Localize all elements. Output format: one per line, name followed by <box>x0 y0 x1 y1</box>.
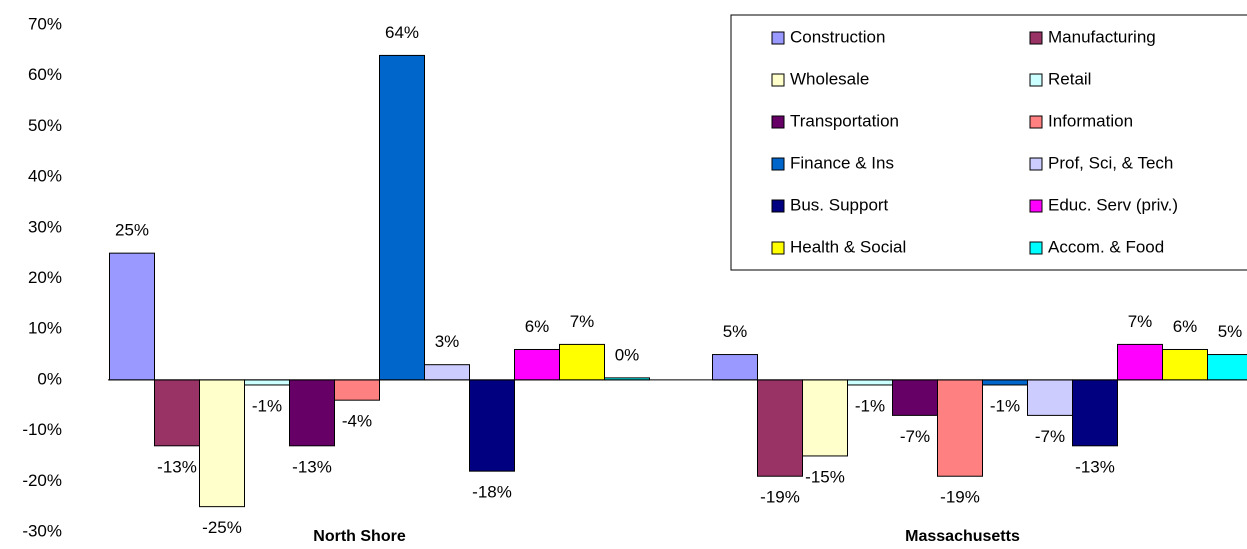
y-tick-label: 10% <box>28 319 62 338</box>
y-tick-label: 20% <box>28 268 62 287</box>
bar <box>1162 348 1208 381</box>
bar <box>424 364 470 381</box>
bar <box>289 379 335 447</box>
legend-label: Manufacturing <box>1048 27 1156 46</box>
bar <box>109 252 155 381</box>
bar <box>982 379 1028 386</box>
data-label: -18% <box>472 483 512 502</box>
data-label: -25% <box>202 518 242 537</box>
bar <box>757 379 803 477</box>
data-label: -15% <box>805 467 845 486</box>
bar <box>937 379 983 477</box>
legend-swatch <box>1029 115 1043 129</box>
legend-label: Prof, Sci, & Tech <box>1048 153 1173 172</box>
bar <box>1117 343 1163 381</box>
data-label: 7% <box>570 312 595 331</box>
data-label: 25% <box>115 221 149 240</box>
data-label: -19% <box>760 488 800 507</box>
legend-swatch <box>771 115 785 129</box>
bar <box>514 348 560 381</box>
bar <box>1072 379 1118 447</box>
data-label: -4% <box>342 412 372 431</box>
data-label: -1% <box>855 396 885 415</box>
legend-label: Educ. Serv (priv.) <box>1048 195 1178 214</box>
y-tick-label: -10% <box>22 420 62 439</box>
legend-swatch <box>771 157 785 171</box>
legend-label: Health & Social <box>790 237 906 256</box>
data-label: 5% <box>1218 322 1243 341</box>
legend-label: Information <box>1048 111 1133 130</box>
legend-swatch <box>1029 241 1043 255</box>
y-tick-label: 0% <box>37 369 62 388</box>
legend-swatch <box>1029 157 1043 171</box>
legend-swatch <box>1029 73 1043 87</box>
y-tick-label: 50% <box>28 116 62 135</box>
bar <box>1027 379 1073 416</box>
data-label: 5% <box>723 322 748 341</box>
legend-label: Wholesale <box>790 69 869 88</box>
data-label: -13% <box>157 457 197 476</box>
bar <box>469 379 515 472</box>
legend-label: Bus. Support <box>790 195 889 214</box>
legend-swatch <box>1029 31 1043 45</box>
legend-swatch <box>1029 199 1043 213</box>
data-label: 0% <box>615 345 640 364</box>
bar <box>892 379 938 416</box>
legend-swatch <box>771 199 785 213</box>
bar <box>199 379 245 508</box>
data-label: 6% <box>525 317 550 336</box>
y-tick-label: 70% <box>28 14 62 33</box>
bar <box>244 379 290 386</box>
data-label: -7% <box>900 427 930 446</box>
legend-label: Transportation <box>790 111 899 130</box>
y-tick-label: 40% <box>28 167 62 186</box>
bar <box>379 54 425 381</box>
legend-label: Retail <box>1048 69 1091 88</box>
legend-swatch <box>771 73 785 87</box>
legend-box <box>730 14 1247 271</box>
bar <box>334 379 380 401</box>
data-label: -13% <box>1075 457 1115 476</box>
legend-swatch <box>771 241 785 255</box>
legend-label: Construction <box>790 27 885 46</box>
data-label: 7% <box>1128 312 1153 331</box>
y-tick-label: 60% <box>28 65 62 84</box>
data-label: -7% <box>1035 427 1065 446</box>
data-label: 64% <box>385 23 419 42</box>
data-label: -1% <box>252 396 282 415</box>
bar <box>154 379 200 447</box>
bar <box>559 343 605 381</box>
bar <box>1207 354 1247 381</box>
data-label: -1% <box>990 396 1020 415</box>
legend-label: Finance & Ins <box>790 153 894 172</box>
bar <box>802 379 848 457</box>
data-label: -19% <box>940 488 980 507</box>
legend-swatch <box>771 31 785 45</box>
bar <box>847 379 893 386</box>
data-label: 3% <box>435 332 460 351</box>
category-label: Massachusetts <box>905 528 1020 545</box>
y-tick-label: -30% <box>22 521 62 540</box>
bar <box>712 354 758 381</box>
y-tick-label: -20% <box>22 471 62 490</box>
y-tick-label: 30% <box>28 217 62 236</box>
data-label: -13% <box>292 457 332 476</box>
category-label: North Shore <box>313 528 406 545</box>
legend-label: Accom. & Food <box>1048 237 1164 256</box>
data-label: 6% <box>1173 317 1198 336</box>
